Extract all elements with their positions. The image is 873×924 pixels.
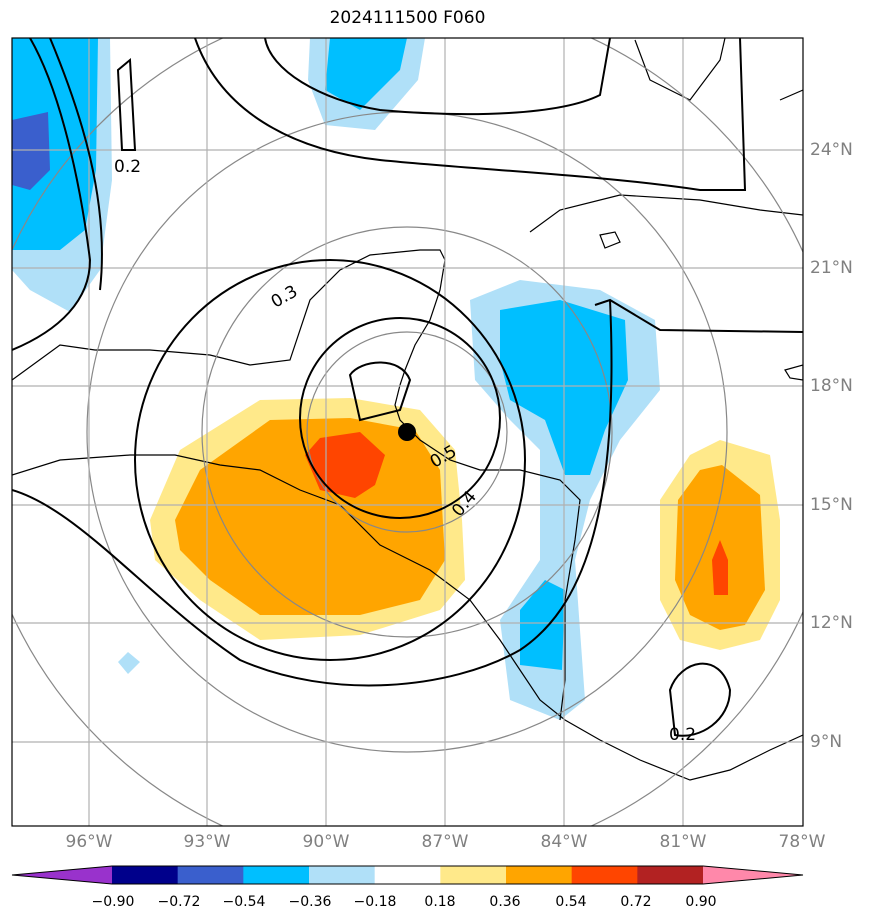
lat-label: 24°N: [810, 140, 853, 160]
colorbar-tick-label: −0.54: [222, 894, 266, 910]
colorbar: [11, 865, 804, 885]
colorbar-cell: [440, 866, 507, 884]
colorbar-tick-label: −0.18: [353, 894, 397, 910]
map-plot: [11, 37, 804, 827]
lon-label: 81°W: [659, 832, 707, 852]
colorbar-tick-label: 0.18: [424, 894, 456, 910]
colorbar-tick-label: 0.36: [489, 894, 521, 910]
colorbar-cell: [12, 866, 112, 884]
lon-label: 96°W: [65, 832, 113, 852]
lat-label: 18°N: [810, 376, 853, 396]
colorbar-outline: [11, 865, 804, 885]
colorbar-cell: [112, 866, 179, 884]
colorbar-tick-label: −0.36: [288, 894, 332, 910]
lon-label: 90°W: [302, 832, 350, 852]
lat-lon-grid: [12, 38, 803, 826]
colorbar-tick-label: 0.54: [555, 894, 587, 910]
lon-label: 87°W: [421, 832, 469, 852]
contour-label: 0.2: [669, 725, 697, 745]
colorbar-cell: [637, 866, 704, 884]
colorbar-tick-label: −0.72: [157, 894, 201, 910]
storm-center-marker: [398, 423, 416, 441]
lat-label: 21°N: [810, 258, 853, 278]
map-title: 2024111500 F060: [329, 8, 486, 28]
colorbar-cell: [177, 866, 244, 884]
colorbar-cell: [243, 866, 310, 884]
contour-lines: [12, 38, 803, 737]
lon-label: 84°W: [540, 832, 588, 852]
colorbar-cell: [571, 866, 638, 884]
lat-label: 12°N: [810, 613, 853, 633]
colorbar-cell: [703, 866, 803, 884]
colorbar-cell: [374, 866, 441, 884]
colorbar-cell: [506, 866, 573, 884]
colorbar-tick-label: −0.90: [91, 894, 135, 910]
lon-label: 93°W: [183, 832, 231, 852]
contour-label: 0.2: [114, 157, 142, 177]
lat-label: 9°N: [810, 732, 843, 752]
colorbar-cell: [309, 866, 376, 884]
colorbar-tick-label: 0.72: [620, 894, 652, 910]
lat-label: 15°N: [810, 495, 853, 515]
colorbar-tick-label: 0.90: [685, 894, 717, 910]
lon-label: 78°W: [778, 832, 826, 852]
